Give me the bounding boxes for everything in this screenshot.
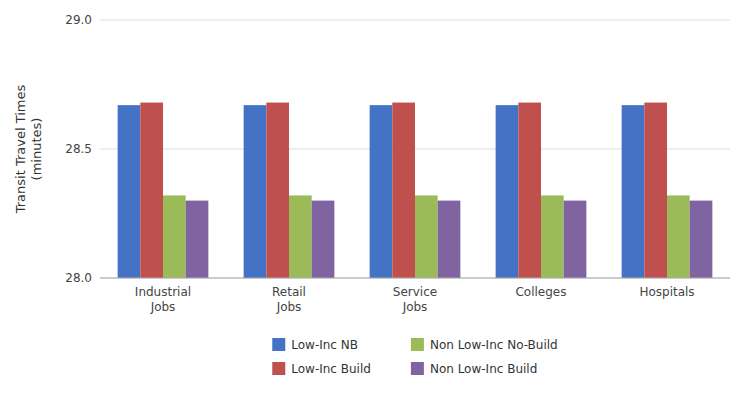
bar xyxy=(496,105,519,278)
legend-label: Low-Inc Build xyxy=(291,362,371,376)
bar xyxy=(266,103,289,278)
y-tick-label: 28.5 xyxy=(65,142,92,156)
x-tick-label: Hospitals xyxy=(639,285,694,299)
bar xyxy=(518,103,541,278)
bar xyxy=(289,195,312,278)
bar xyxy=(312,201,335,278)
x-tick-label: RetailJobs xyxy=(272,285,306,314)
x-tick-label: Colleges xyxy=(515,285,566,299)
y-tick-label: 29.0 xyxy=(65,13,92,27)
bar xyxy=(140,103,163,278)
legend-item: Low-Inc Build xyxy=(272,362,371,376)
legend-swatch xyxy=(272,362,285,375)
bar xyxy=(438,201,461,278)
bar xyxy=(667,195,690,278)
legend-label: Non Low-Inc No-Build xyxy=(430,338,558,352)
legend: Low-Inc NB Low-Inc Build Non Low-Inc No-Bu… xyxy=(272,338,557,376)
grid xyxy=(100,20,730,278)
bar xyxy=(244,105,267,278)
bar xyxy=(415,195,438,278)
x-axis-line xyxy=(100,278,730,279)
bar xyxy=(690,201,713,278)
grid-line xyxy=(100,278,730,279)
bar xyxy=(622,105,645,278)
legend-item: Low-Inc NB xyxy=(272,338,358,352)
legend-item: Non Low-Inc Build xyxy=(411,362,537,376)
bar xyxy=(564,201,587,278)
bar xyxy=(392,103,415,278)
legend-item: Non Low-Inc No-Build xyxy=(411,338,558,352)
bar xyxy=(370,105,393,278)
bar xyxy=(163,195,186,278)
legend-swatch xyxy=(272,338,285,351)
legend-swatch xyxy=(411,338,424,351)
x-tick-label: ServiceJobs xyxy=(393,285,437,314)
bars xyxy=(118,103,713,278)
bar xyxy=(186,201,209,278)
legend-label: Non Low-Inc Build xyxy=(430,362,537,376)
x-tick-label: IndustrialJobs xyxy=(135,285,191,314)
y-tick-label: 28.0 xyxy=(65,271,92,285)
y-axis-label: Transit Travel Times(minutes) xyxy=(13,84,44,214)
legend-swatch xyxy=(411,362,424,375)
bar xyxy=(541,195,564,278)
grid-line xyxy=(100,20,730,21)
chart: 28.0 28.5 29.0 Transit Travel Times(minutes… xyxy=(0,0,752,420)
legend-label: Low-Inc NB xyxy=(291,338,358,352)
bar xyxy=(118,105,141,278)
bar xyxy=(644,103,667,278)
